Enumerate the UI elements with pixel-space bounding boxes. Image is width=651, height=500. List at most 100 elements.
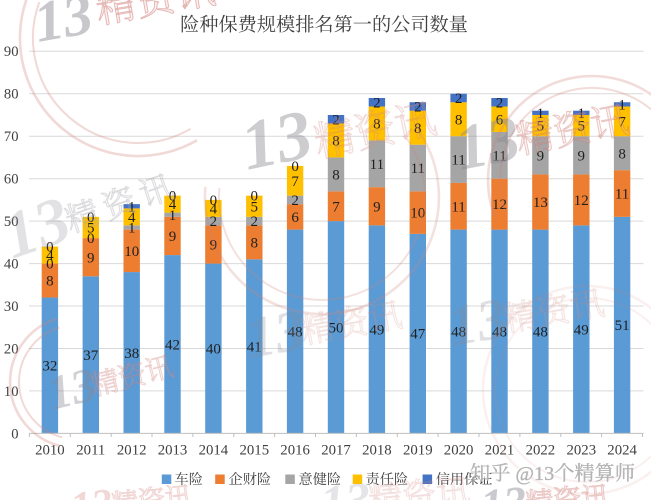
svg-text:20: 20 — [4, 341, 19, 357]
svg-text:险种保费规模排名第一的公司数量: 险种保费规模排名第一的公司数量 — [180, 10, 468, 37]
svg-text:2015: 2015 — [240, 443, 270, 459]
svg-text:10: 10 — [410, 206, 425, 222]
svg-text:2: 2 — [373, 95, 381, 111]
svg-text:50: 50 — [4, 214, 19, 230]
svg-text:5: 5 — [87, 221, 95, 237]
svg-text:5: 5 — [537, 119, 545, 135]
svg-text:42: 42 — [165, 337, 180, 353]
svg-text:4: 4 — [169, 197, 177, 213]
svg-text:2024: 2024 — [607, 443, 637, 459]
svg-text:2021: 2021 — [485, 443, 515, 459]
svg-text:51: 51 — [615, 318, 630, 334]
svg-text:2022: 2022 — [526, 443, 556, 459]
svg-text:2012: 2012 — [117, 443, 147, 459]
svg-text:13: 13 — [449, 102, 525, 184]
svg-text:1: 1 — [578, 106, 586, 122]
svg-text:49: 49 — [574, 323, 589, 339]
svg-text:40: 40 — [206, 342, 221, 358]
svg-text:4: 4 — [46, 248, 54, 264]
svg-text:12: 12 — [574, 193, 589, 209]
svg-text:0: 0 — [169, 189, 177, 205]
svg-text:0: 0 — [46, 257, 54, 273]
svg-text:责任险: 责任险 — [366, 469, 409, 489]
svg-text:1: 1 — [169, 208, 177, 224]
svg-text:2: 2 — [455, 91, 463, 107]
svg-text:10: 10 — [124, 244, 139, 260]
svg-text:11: 11 — [615, 187, 629, 203]
svg-text:48: 48 — [288, 325, 303, 341]
svg-text:11: 11 — [451, 199, 465, 215]
svg-text:7: 7 — [332, 199, 340, 215]
svg-text:48: 48 — [533, 325, 548, 341]
svg-text:2: 2 — [414, 100, 422, 116]
svg-text:意健险: 意健险 — [299, 469, 342, 489]
svg-text:2017: 2017 — [321, 443, 351, 459]
svg-text:2020: 2020 — [444, 443, 474, 459]
svg-text:企财险: 企财险 — [229, 469, 272, 489]
svg-text:37: 37 — [83, 348, 99, 364]
svg-text:60: 60 — [4, 172, 19, 188]
svg-text:8: 8 — [46, 274, 54, 290]
svg-text:11: 11 — [451, 153, 465, 169]
svg-text:8: 8 — [414, 121, 422, 137]
svg-text:2: 2 — [332, 112, 340, 128]
svg-text:2023: 2023 — [567, 443, 597, 459]
svg-text:2: 2 — [291, 193, 299, 209]
svg-text:6: 6 — [496, 112, 504, 128]
svg-text:信用保证: 信用保证 — [436, 469, 493, 489]
svg-text:40: 40 — [4, 257, 19, 273]
svg-text:30: 30 — [4, 299, 19, 315]
svg-text:9: 9 — [537, 148, 545, 164]
svg-text:8: 8 — [332, 168, 340, 184]
svg-text:9: 9 — [578, 148, 586, 164]
svg-text:13: 13 — [234, 96, 318, 186]
svg-text:38: 38 — [124, 346, 139, 362]
svg-text:9: 9 — [373, 199, 381, 215]
svg-text:13: 13 — [241, 297, 309, 371]
svg-text:0: 0 — [46, 240, 54, 256]
svg-text:90: 90 — [4, 44, 19, 60]
svg-text:1: 1 — [128, 221, 136, 237]
svg-text:6: 6 — [291, 210, 299, 226]
svg-text:9: 9 — [210, 238, 218, 254]
svg-text:11: 11 — [492, 148, 506, 164]
svg-text:50: 50 — [329, 320, 344, 336]
svg-text:5: 5 — [251, 199, 259, 215]
svg-text:精资讯: 精资讯 — [109, 474, 194, 500]
svg-text:9: 9 — [87, 250, 95, 266]
svg-text:精资讯: 精资讯 — [524, 475, 611, 500]
svg-text:70: 70 — [4, 129, 19, 145]
svg-text:7: 7 — [618, 114, 626, 130]
svg-text:8: 8 — [618, 146, 626, 162]
svg-text:48: 48 — [492, 325, 507, 341]
svg-text:8: 8 — [332, 134, 340, 150]
svg-text:知乎 @13个精算师: 知乎 @13个精算师 — [470, 457, 635, 486]
svg-text:48: 48 — [451, 325, 466, 341]
svg-text:8: 8 — [251, 235, 259, 251]
svg-text:2011: 2011 — [76, 443, 105, 459]
svg-text:2: 2 — [251, 214, 259, 230]
svg-text:2014: 2014 — [199, 443, 229, 459]
svg-text:4: 4 — [128, 210, 136, 226]
svg-text:11: 11 — [411, 161, 425, 177]
svg-text:1: 1 — [128, 199, 136, 215]
svg-text:2016: 2016 — [280, 443, 310, 459]
svg-text:精资讯: 精资讯 — [366, 464, 472, 500]
svg-text:80: 80 — [4, 87, 19, 103]
svg-text:0: 0 — [87, 231, 95, 247]
svg-text:2018: 2018 — [362, 443, 392, 459]
svg-text:13: 13 — [533, 195, 548, 211]
svg-text:13: 13 — [68, 481, 115, 500]
svg-text:0: 0 — [11, 426, 18, 442]
svg-text:车险: 车险 — [175, 469, 203, 489]
svg-text:0: 0 — [251, 189, 259, 205]
svg-text:32: 32 — [42, 359, 57, 375]
svg-text:13: 13 — [318, 471, 373, 500]
svg-text:2: 2 — [496, 95, 504, 111]
svg-text:11: 11 — [370, 157, 384, 173]
svg-text:9: 9 — [169, 229, 177, 245]
svg-text:13: 13 — [478, 476, 528, 500]
svg-text:2013: 2013 — [158, 443, 188, 459]
svg-text:8: 8 — [373, 117, 381, 133]
svg-text:5: 5 — [578, 119, 586, 135]
